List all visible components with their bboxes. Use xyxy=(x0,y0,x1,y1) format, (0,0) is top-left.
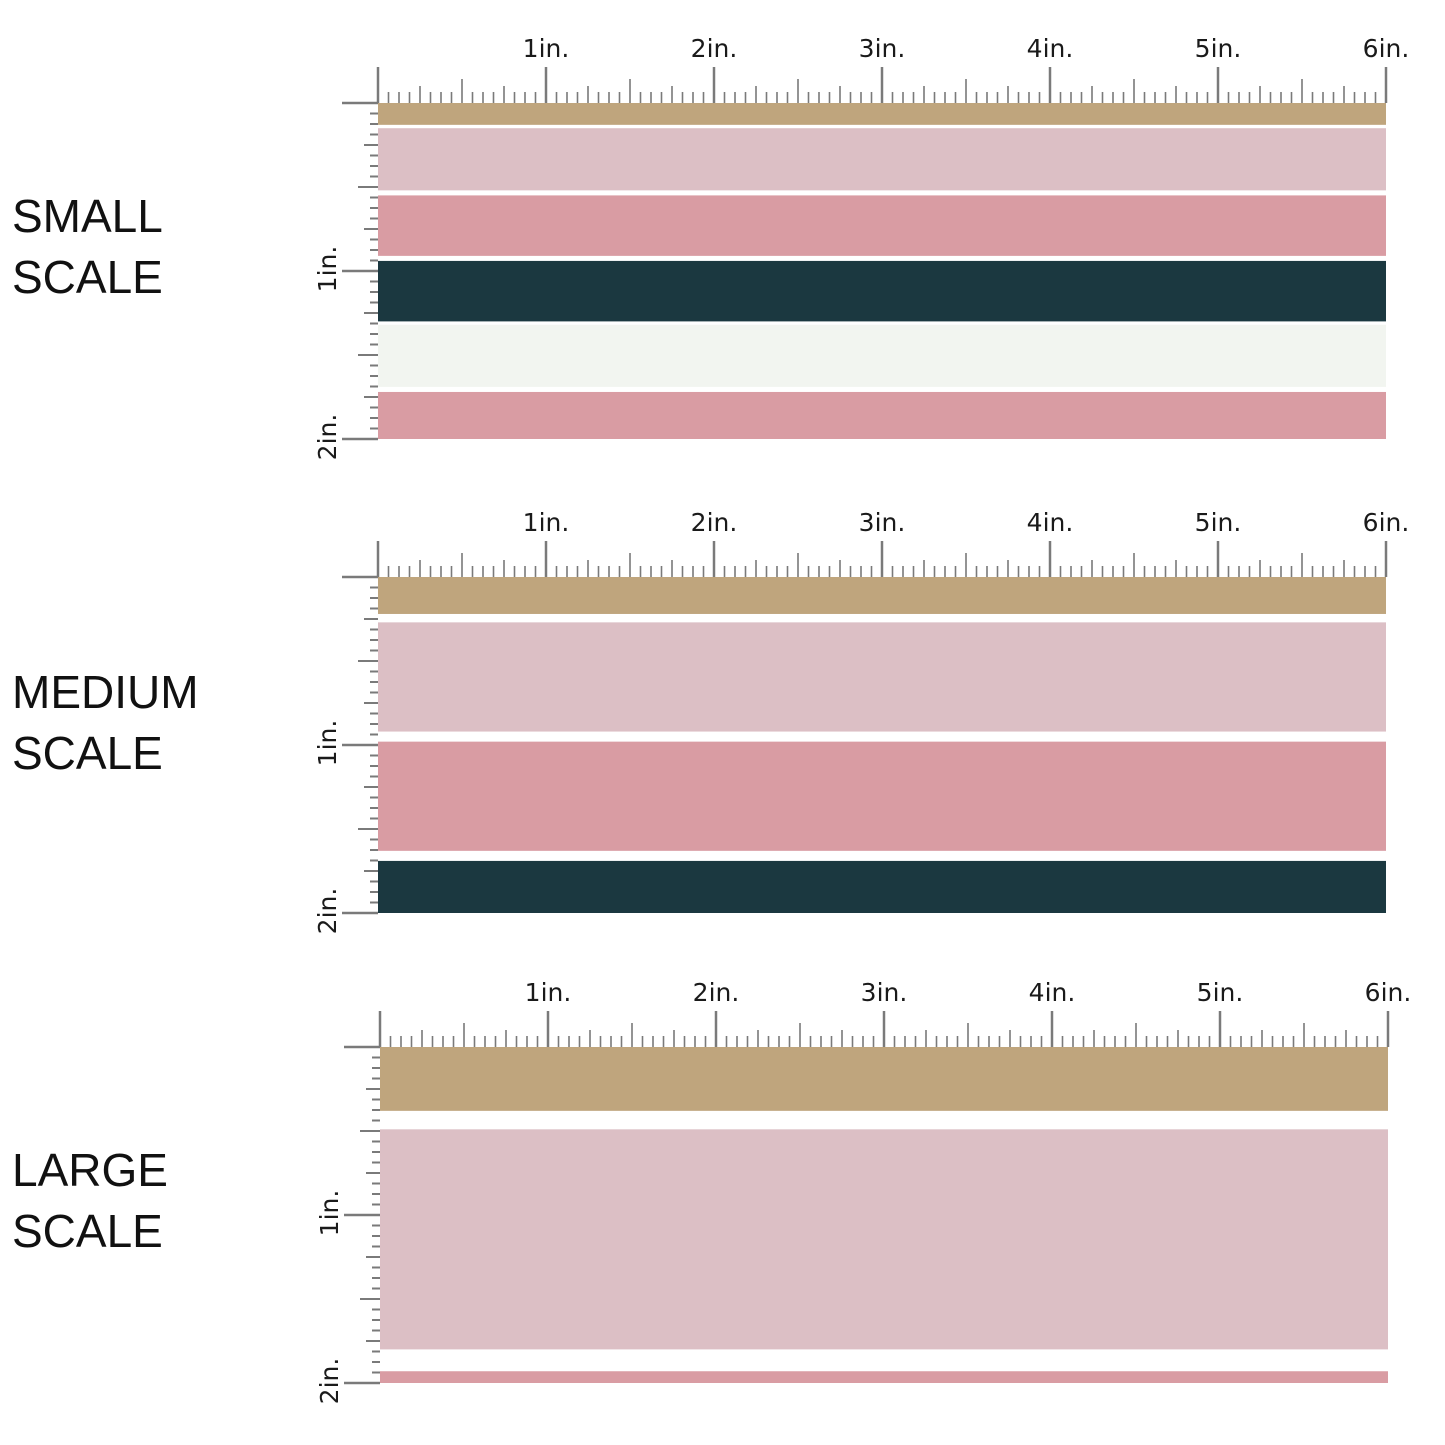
ruler-y-label: 1in. xyxy=(315,1190,344,1237)
ruler-x-label: 5in. xyxy=(1197,978,1244,1007)
small-scale-ruler-panel: 1in. 2in. 3in. 4in. 5in. 6in. 1in. 2in. xyxy=(313,34,1410,461)
ruler-x-label: 1in. xyxy=(523,508,570,537)
stripe-tan xyxy=(378,577,1386,614)
ruler-x-label: 1in. xyxy=(523,34,570,63)
large-scale-ruler-panel: 1in. 2in. 3in. 4in. 5in. 6in. 1in. 2in. xyxy=(315,978,1412,1405)
small-scale-label-line1: SMALL xyxy=(12,190,163,242)
ruler-x-label: 4in. xyxy=(1029,978,1076,1007)
ruler-y-label: 2in. xyxy=(315,1358,344,1405)
ruler-y-label: 2in. xyxy=(313,888,342,935)
stripe-blush xyxy=(378,622,1386,732)
ruler-x-label: 6in. xyxy=(1363,34,1410,63)
ruler-y-label: 1in. xyxy=(313,720,342,767)
medium-scale-ruler-panel: 1in. 2in. 3in. 4in. 5in. 6in. 1in. 2in. xyxy=(313,508,1410,935)
stripe-rose xyxy=(378,195,1386,256)
medium-scale-label: MEDIUM SCALE xyxy=(12,662,199,784)
ruler-x-label: 4in. xyxy=(1027,34,1074,63)
large-scale-label-line1: LARGE xyxy=(12,1144,168,1196)
stripe-cream xyxy=(378,324,1386,387)
ruler-x-label: 3in. xyxy=(859,34,906,63)
medium-scale-label-line2: SCALE xyxy=(12,727,163,779)
ruler-x-label: 2in. xyxy=(693,978,740,1007)
ruler-x-label: 2in. xyxy=(691,34,738,63)
small-scale-label: SMALL SCALE xyxy=(12,186,163,308)
small-scale-label-line2: SCALE xyxy=(12,251,163,303)
stripe-rose xyxy=(378,741,1386,851)
large-scale-label-line2: SCALE xyxy=(12,1205,163,1257)
large-scale-label: LARGE SCALE xyxy=(12,1140,168,1262)
ruler-x-label: 3in. xyxy=(859,508,906,537)
ruler-x-label: 1in. xyxy=(525,978,572,1007)
ruler-x-label: 5in. xyxy=(1195,508,1242,537)
stripe-teal xyxy=(378,860,1386,913)
ruler-x-label: 3in. xyxy=(861,978,908,1007)
stripe-blush xyxy=(380,1129,1388,1350)
ruler-y-label: 1in. xyxy=(313,246,342,293)
stripe-rose xyxy=(378,391,1386,439)
ruler-x-label: 4in. xyxy=(1027,508,1074,537)
medium-scale-label-line1: MEDIUM xyxy=(12,666,199,718)
ruler-x-label: 5in. xyxy=(1195,34,1242,63)
ruler-x-label: 6in. xyxy=(1365,978,1412,1007)
ruler-x-label: 2in. xyxy=(691,508,738,537)
stripe-tan xyxy=(378,103,1386,125)
stripe-blush xyxy=(378,128,1386,191)
stripe-rose xyxy=(380,1371,1388,1383)
ruler-x-label: 6in. xyxy=(1363,508,1410,537)
stripe-tan xyxy=(380,1047,1388,1111)
stripe-teal xyxy=(378,260,1386,322)
ruler-y-label: 2in. xyxy=(313,414,342,461)
